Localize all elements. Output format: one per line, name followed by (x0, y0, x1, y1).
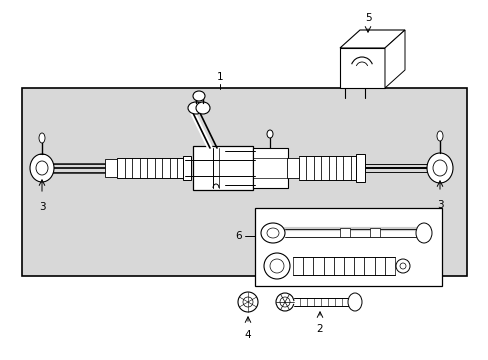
Bar (254, 208, 441, 286)
Ellipse shape (39, 133, 45, 143)
Polygon shape (147, 158, 155, 178)
Polygon shape (155, 158, 162, 178)
Polygon shape (298, 156, 306, 180)
Ellipse shape (415, 223, 431, 243)
Ellipse shape (261, 223, 285, 243)
Ellipse shape (432, 160, 446, 176)
Bar (339, 228, 349, 237)
Polygon shape (306, 156, 313, 180)
Ellipse shape (196, 102, 209, 114)
Text: 6: 6 (235, 231, 242, 241)
Ellipse shape (347, 293, 361, 311)
Bar (183, 156, 191, 180)
Ellipse shape (187, 102, 203, 114)
Text: 4: 4 (244, 330, 251, 340)
Ellipse shape (243, 297, 252, 307)
Polygon shape (343, 156, 350, 180)
Text: 5: 5 (364, 13, 370, 23)
Ellipse shape (36, 161, 48, 175)
Polygon shape (323, 257, 333, 275)
Polygon shape (169, 158, 177, 178)
Ellipse shape (193, 91, 204, 101)
Ellipse shape (269, 259, 284, 273)
Bar (252, 148, 287, 188)
Polygon shape (117, 158, 124, 178)
Polygon shape (333, 257, 343, 275)
Polygon shape (374, 257, 384, 275)
Ellipse shape (436, 131, 442, 141)
Ellipse shape (30, 154, 54, 182)
Polygon shape (162, 158, 169, 178)
Polygon shape (339, 48, 384, 88)
Bar (355, 154, 364, 182)
Ellipse shape (264, 253, 289, 279)
Text: 3: 3 (39, 202, 45, 212)
Polygon shape (303, 257, 313, 275)
Polygon shape (124, 158, 132, 178)
Bar (105, 159, 117, 177)
Polygon shape (364, 257, 374, 275)
Bar (369, 228, 379, 237)
Polygon shape (350, 156, 357, 180)
Polygon shape (292, 257, 303, 275)
Text: 1: 1 (216, 72, 223, 82)
Bar (286, 158, 298, 178)
Ellipse shape (238, 292, 258, 312)
Polygon shape (335, 156, 343, 180)
Text: 3: 3 (436, 200, 443, 210)
Polygon shape (132, 158, 140, 178)
Polygon shape (384, 257, 394, 275)
Polygon shape (384, 30, 404, 88)
Polygon shape (328, 156, 335, 180)
Ellipse shape (399, 263, 405, 269)
Ellipse shape (266, 130, 272, 138)
Polygon shape (353, 257, 364, 275)
Polygon shape (140, 158, 147, 178)
Ellipse shape (280, 297, 289, 307)
Text: 2: 2 (316, 324, 323, 334)
Ellipse shape (266, 228, 279, 238)
Bar (22, 88, 466, 276)
Bar (193, 146, 252, 190)
Polygon shape (343, 257, 353, 275)
Polygon shape (177, 158, 184, 178)
Ellipse shape (426, 153, 452, 183)
Polygon shape (313, 257, 323, 275)
Ellipse shape (275, 293, 293, 311)
Ellipse shape (395, 259, 409, 273)
Polygon shape (339, 30, 404, 48)
Polygon shape (313, 156, 321, 180)
Polygon shape (321, 156, 328, 180)
